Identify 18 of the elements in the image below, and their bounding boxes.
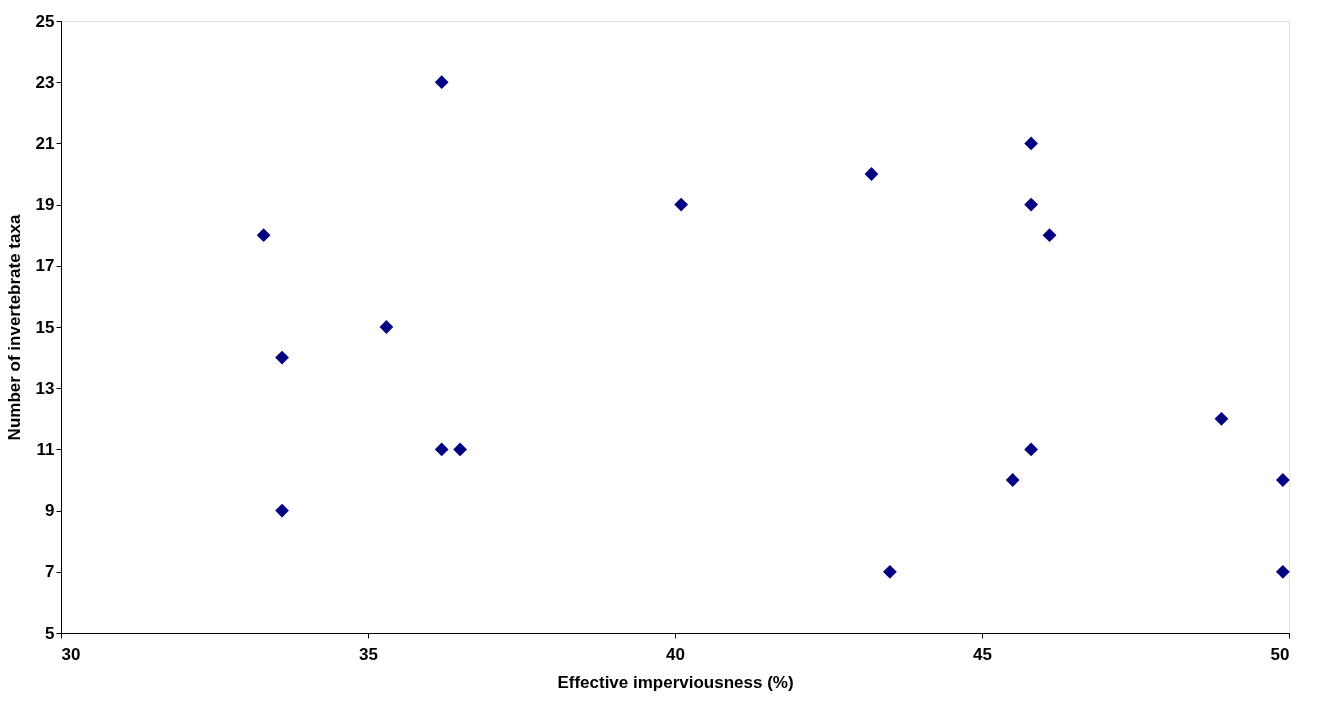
x-tick-label: 45	[973, 644, 992, 664]
y-tick-label: 23	[35, 72, 55, 92]
y-tick-label: 11	[36, 439, 55, 459]
x-tick-label: 35	[359, 644, 378, 664]
y-tick-label: 25	[35, 11, 55, 31]
x-tick-label: 30	[61, 644, 81, 664]
y-tick-label: 15	[35, 317, 55, 337]
x-axis-title: Effective imperviousness (%)	[557, 672, 794, 692]
y-tick-label: 9	[45, 501, 55, 521]
x-tick-label: 40	[666, 644, 685, 664]
y-tick-label: 19	[35, 195, 55, 215]
y-tick-label: 21	[35, 133, 55, 153]
y-tick-label: 5	[45, 623, 55, 643]
x-tick-label: 50	[1270, 644, 1290, 664]
y-tick-label: 7	[45, 562, 55, 582]
y-axis-title: Number of invertebrate taxa	[4, 214, 24, 441]
y-tick-label: 13	[35, 378, 55, 398]
y-tick-label: 17	[35, 256, 55, 276]
